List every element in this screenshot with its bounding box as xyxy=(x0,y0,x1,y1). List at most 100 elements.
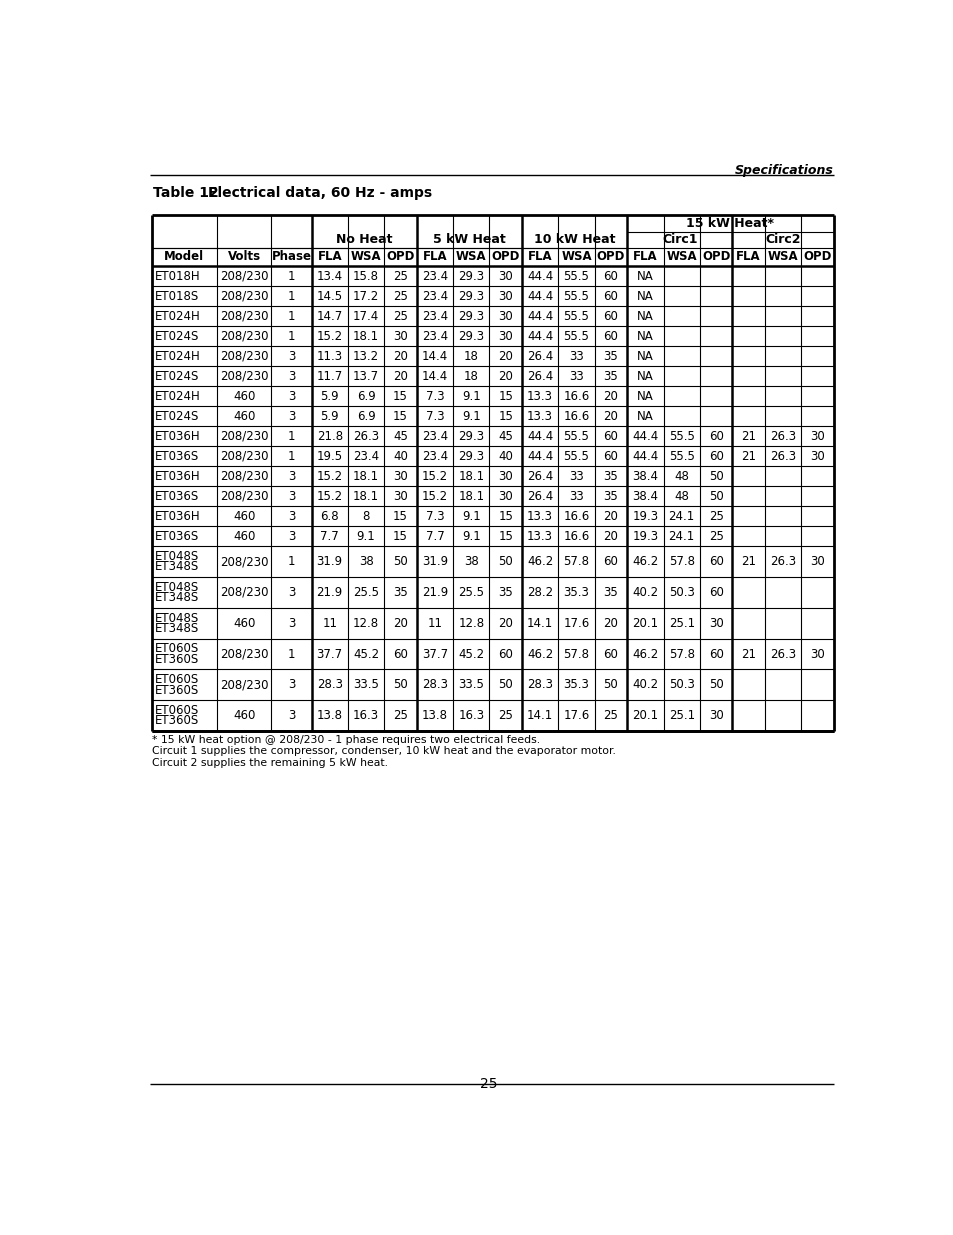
Text: 208/230: 208/230 xyxy=(219,556,268,568)
Text: 35.3: 35.3 xyxy=(563,585,589,599)
Text: 30: 30 xyxy=(708,709,722,722)
Text: 23.4: 23.4 xyxy=(421,430,448,442)
Text: NA: NA xyxy=(637,310,653,322)
Text: NA: NA xyxy=(637,410,653,422)
Text: 44.4: 44.4 xyxy=(526,430,553,442)
Text: ET018S: ET018S xyxy=(154,289,199,303)
Text: 57.8: 57.8 xyxy=(668,647,694,661)
Text: ET024S: ET024S xyxy=(154,410,199,422)
Text: 23.4: 23.4 xyxy=(421,269,448,283)
Text: 17.2: 17.2 xyxy=(353,289,378,303)
Text: 13.3: 13.3 xyxy=(527,530,553,542)
Text: No Heat: No Heat xyxy=(335,233,392,246)
Text: 15.8: 15.8 xyxy=(353,269,378,283)
Text: 18: 18 xyxy=(463,369,478,383)
Text: 208/230: 208/230 xyxy=(219,490,268,503)
Text: 16.6: 16.6 xyxy=(563,530,589,542)
Text: 45: 45 xyxy=(393,430,408,442)
Text: ET360S: ET360S xyxy=(154,684,199,697)
Text: WSA: WSA xyxy=(351,251,381,263)
Text: 44.4: 44.4 xyxy=(526,289,553,303)
Text: 11: 11 xyxy=(322,616,336,630)
Text: 45.2: 45.2 xyxy=(457,647,484,661)
Text: 12.8: 12.8 xyxy=(457,616,484,630)
Text: 20: 20 xyxy=(603,530,618,542)
Text: 19.5: 19.5 xyxy=(316,450,342,463)
Text: NA: NA xyxy=(637,369,653,383)
Text: 14.7: 14.7 xyxy=(316,310,342,322)
Text: Electrical data, 60 Hz - amps: Electrical data, 60 Hz - amps xyxy=(208,186,432,200)
Text: 13.2: 13.2 xyxy=(353,350,378,363)
Text: 60: 60 xyxy=(603,430,618,442)
Text: 7.3: 7.3 xyxy=(425,510,444,522)
Text: 30: 30 xyxy=(809,450,824,463)
Text: 9.1: 9.1 xyxy=(461,389,480,403)
Text: ET048S: ET048S xyxy=(154,580,199,594)
Text: 38.4: 38.4 xyxy=(632,490,658,503)
Text: 30: 30 xyxy=(393,469,408,483)
Text: 35: 35 xyxy=(497,585,513,599)
Text: ET036H: ET036H xyxy=(154,510,200,522)
Text: 55.5: 55.5 xyxy=(668,430,694,442)
Text: 46.2: 46.2 xyxy=(526,556,553,568)
Text: 1: 1 xyxy=(288,289,294,303)
Text: 60: 60 xyxy=(708,556,722,568)
Text: 20.1: 20.1 xyxy=(632,616,658,630)
Text: 26.3: 26.3 xyxy=(769,430,796,442)
Text: 1: 1 xyxy=(288,330,294,342)
Text: 15: 15 xyxy=(393,410,408,422)
Text: 3: 3 xyxy=(288,350,294,363)
Text: ET036S: ET036S xyxy=(154,530,199,542)
Text: 3: 3 xyxy=(288,510,294,522)
Text: ET060S: ET060S xyxy=(154,704,199,718)
Text: 25.1: 25.1 xyxy=(668,709,694,722)
Text: 60: 60 xyxy=(603,330,618,342)
Text: 1: 1 xyxy=(288,430,294,442)
Text: 17.6: 17.6 xyxy=(563,616,589,630)
Text: 15.2: 15.2 xyxy=(421,469,448,483)
Text: 11.7: 11.7 xyxy=(316,369,342,383)
Text: 30: 30 xyxy=(809,430,824,442)
Text: 15: 15 xyxy=(393,530,408,542)
Text: 26.4: 26.4 xyxy=(526,369,553,383)
Text: 25: 25 xyxy=(393,289,408,303)
Text: 44.4: 44.4 xyxy=(526,330,553,342)
Text: 6.9: 6.9 xyxy=(356,389,375,403)
Text: 13.7: 13.7 xyxy=(353,369,378,383)
Text: 460: 460 xyxy=(233,709,255,722)
Text: 23.4: 23.4 xyxy=(421,289,448,303)
Text: Table 12: Table 12 xyxy=(153,186,219,200)
Text: 460: 460 xyxy=(233,510,255,522)
Text: 37.7: 37.7 xyxy=(316,647,342,661)
Text: 29.3: 29.3 xyxy=(457,430,484,442)
Text: 15: 15 xyxy=(497,530,513,542)
Text: 13.8: 13.8 xyxy=(316,709,342,722)
Text: 25: 25 xyxy=(497,709,513,722)
Text: ET024S: ET024S xyxy=(154,369,199,383)
Text: 21.8: 21.8 xyxy=(316,430,342,442)
Text: ET360S: ET360S xyxy=(154,714,199,727)
Text: WSA: WSA xyxy=(666,251,697,263)
Text: 12.8: 12.8 xyxy=(353,616,378,630)
Text: 44.4: 44.4 xyxy=(526,310,553,322)
Text: 3: 3 xyxy=(288,585,294,599)
Text: 19.3: 19.3 xyxy=(632,530,658,542)
Text: * 15 kW heat option @ 208/230 - 1 phase requires two electrical feeds.: * 15 kW heat option @ 208/230 - 1 phase … xyxy=(152,735,539,745)
Text: 23.4: 23.4 xyxy=(421,450,448,463)
Text: 26.3: 26.3 xyxy=(353,430,378,442)
Text: 48: 48 xyxy=(674,490,688,503)
Text: 24.1: 24.1 xyxy=(668,530,694,542)
Text: 20: 20 xyxy=(393,369,408,383)
Text: 44.4: 44.4 xyxy=(526,450,553,463)
Text: 10 kW Heat: 10 kW Heat xyxy=(534,233,615,246)
Text: 460: 460 xyxy=(233,410,255,422)
Text: 60: 60 xyxy=(708,585,722,599)
Text: 17.4: 17.4 xyxy=(353,310,378,322)
Text: 3: 3 xyxy=(288,530,294,542)
Text: ET036S: ET036S xyxy=(154,490,199,503)
Text: WSA: WSA xyxy=(767,251,798,263)
Text: 208/230: 208/230 xyxy=(219,289,268,303)
Text: 20: 20 xyxy=(603,389,618,403)
Text: 55.5: 55.5 xyxy=(563,289,589,303)
Text: 30: 30 xyxy=(393,490,408,503)
